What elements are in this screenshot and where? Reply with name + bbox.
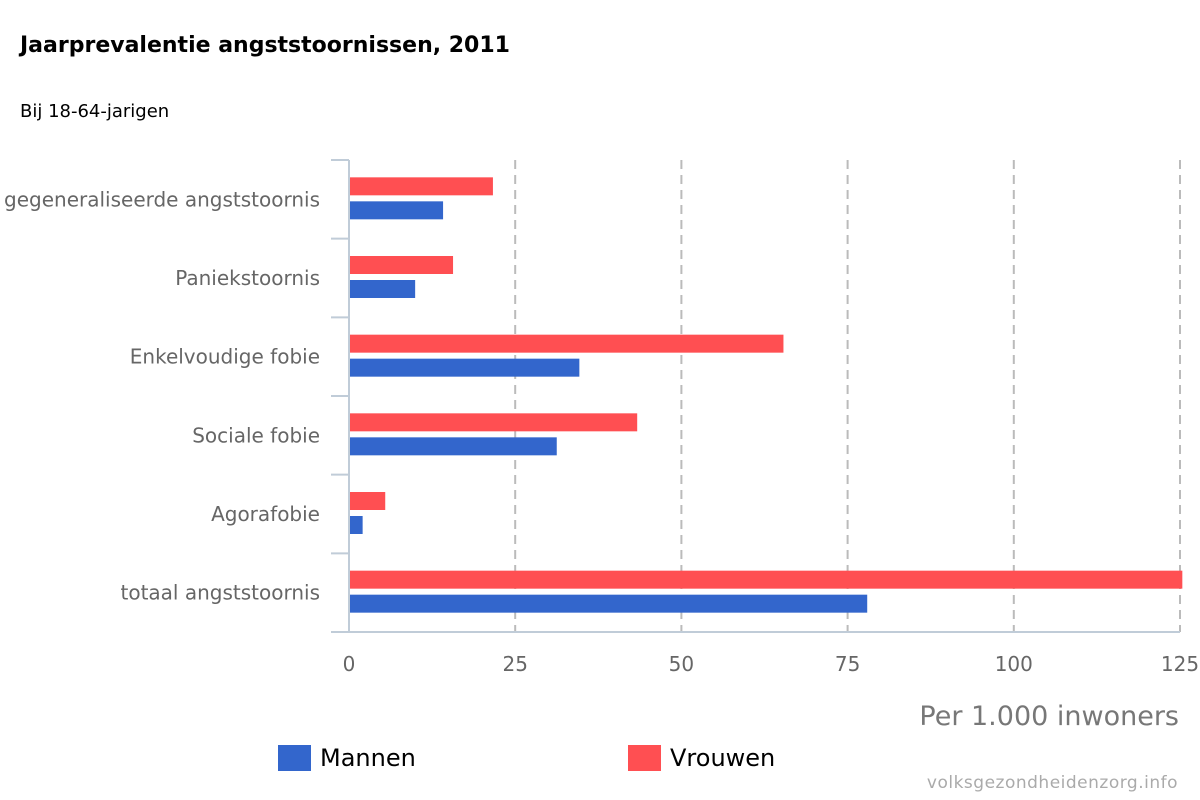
chart-subtitle: Bij 18-64-jarigen [20, 101, 170, 122]
bar-vrouwen-paniekstoornis [350, 256, 454, 274]
source-credit: volksgezondheidenzorg.info [926, 773, 1178, 793]
bar-mannen-enkelvoudige-fobie [350, 358, 580, 377]
legend-swatch-vrouwen [628, 745, 661, 771]
category-label-agorafobie: Agorafobie [211, 502, 320, 526]
bar-vrouwen-totaal-angststoornis [350, 570, 1183, 589]
bar-vrouwen-sociale-fobie [350, 413, 638, 432]
bar-mannen-paniekstoornis [350, 280, 416, 298]
bar-mannen-gegeneraliseerde-angststoornis [350, 201, 444, 220]
legend-label-mannen: Mannen [320, 744, 416, 772]
bar-mannen-totaal-angststoornis [350, 594, 868, 613]
category-label-paniekstoornis: Paniekstoornis [175, 266, 320, 290]
category-label-sociale-fobie: Sociale fobie [192, 423, 320, 447]
x-tick-label-0: 0 [343, 652, 356, 676]
chart-title: Jaarprevalentie angststoornissen, 2011 [20, 33, 510, 58]
x-tick-label-50: 50 [669, 652, 694, 676]
bar-mannen-sociale-fobie [350, 437, 557, 456]
legend-item-vrouwen[interactable]: Vrouwen [628, 744, 775, 772]
category-label-gegeneraliseerde-angststoornis: gegeneraliseerde angststoornis [4, 187, 320, 211]
x-tick-label-100: 100 [995, 652, 1033, 676]
legend-item-mannen[interactable]: Mannen [278, 744, 416, 772]
bar-vrouwen-agorafobie [350, 492, 386, 510]
x-tick-label-75: 75 [835, 652, 860, 676]
x-tick-label-25: 25 [502, 652, 527, 676]
x-axis-title: Per 1.000 inwoners [919, 701, 1179, 732]
legend-swatch-mannen [278, 745, 311, 771]
bar-vrouwen-enkelvoudige-fobie [350, 334, 784, 353]
legend-label-vrouwen: Vrouwen [670, 744, 776, 772]
bar-mannen-agorafobie [350, 516, 363, 534]
bar-vrouwen-gegeneraliseerde-angststoornis [350, 177, 493, 196]
x-tick-label-125: 125 [1161, 652, 1199, 676]
category-label-totaal-angststoornis: totaal angststoornis [121, 581, 321, 605]
category-label-enkelvoudige-fobie: Enkelvoudige fobie [130, 345, 320, 369]
